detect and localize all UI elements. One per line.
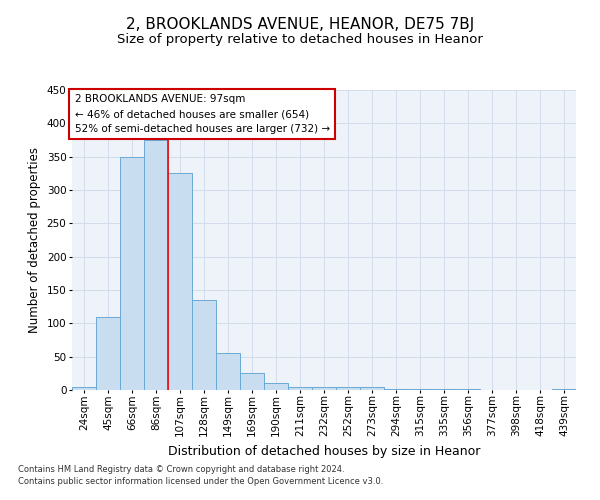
Bar <box>144 140 168 390</box>
X-axis label: Distribution of detached houses by size in Heanor: Distribution of detached houses by size … <box>168 444 480 458</box>
Bar <box>216 354 240 390</box>
Y-axis label: Number of detached properties: Number of detached properties <box>28 147 41 333</box>
Bar <box>72 386 96 390</box>
Text: 2, BROOKLANDS AVENUE, HEANOR, DE75 7BJ: 2, BROOKLANDS AVENUE, HEANOR, DE75 7BJ <box>126 18 474 32</box>
Text: Contains public sector information licensed under the Open Government Licence v3: Contains public sector information licen… <box>18 476 383 486</box>
Bar <box>240 374 264 390</box>
Bar <box>408 388 432 390</box>
Text: 2 BROOKLANDS AVENUE: 97sqm
← 46% of detached houses are smaller (654)
52% of sem: 2 BROOKLANDS AVENUE: 97sqm ← 46% of deta… <box>74 94 329 134</box>
Bar <box>552 388 576 390</box>
Bar <box>384 388 408 390</box>
Bar <box>192 300 216 390</box>
Bar <box>120 156 144 390</box>
Bar <box>456 388 480 390</box>
Text: Size of property relative to detached houses in Heanor: Size of property relative to detached ho… <box>117 32 483 46</box>
Text: Contains HM Land Registry data © Crown copyright and database right 2024.: Contains HM Land Registry data © Crown c… <box>18 466 344 474</box>
Bar <box>264 384 288 390</box>
Bar <box>432 388 456 390</box>
Bar <box>168 174 192 390</box>
Bar <box>288 386 312 390</box>
Bar <box>360 386 384 390</box>
Bar <box>336 386 360 390</box>
Bar <box>96 316 120 390</box>
Bar <box>312 386 336 390</box>
